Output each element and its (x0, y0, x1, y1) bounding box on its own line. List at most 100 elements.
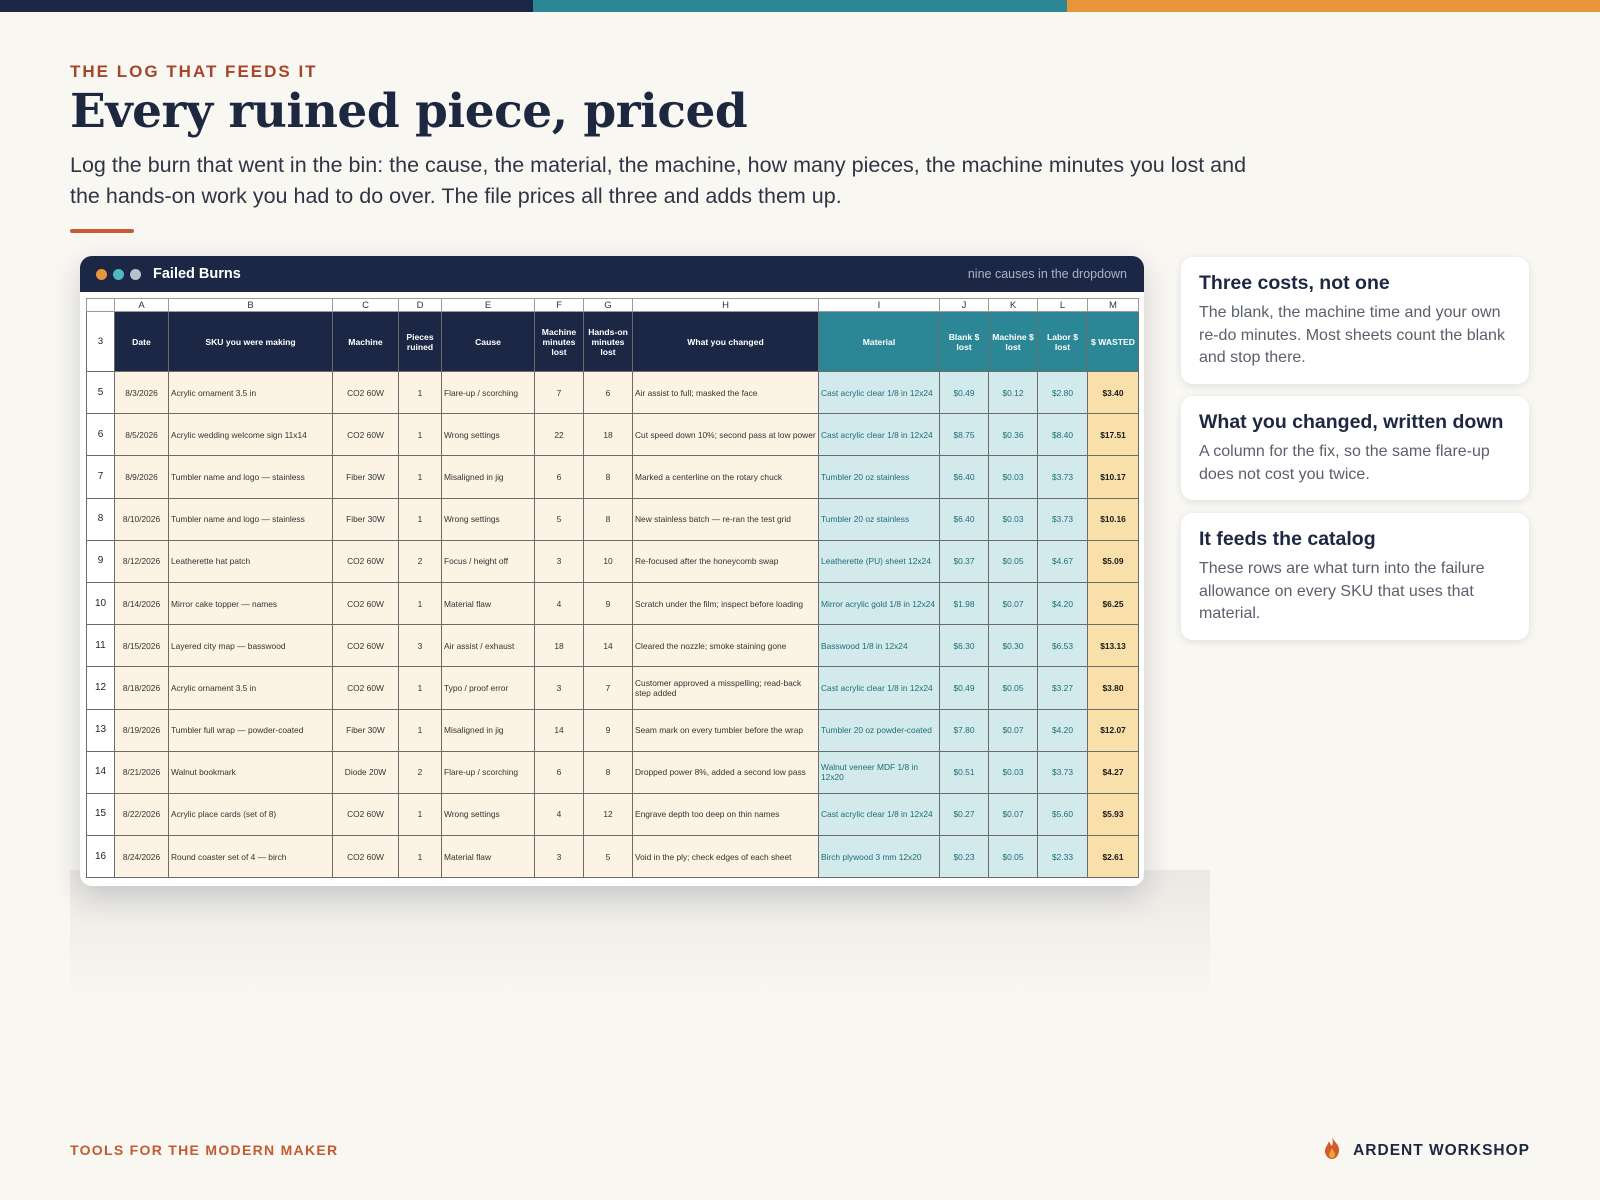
table-cell[interactable]: $3.80 (1087, 666, 1139, 710)
table-cell[interactable]: 6 (534, 750, 584, 794)
table-cell[interactable]: $3.73 (1037, 750, 1088, 794)
table-cell[interactable]: 1 (398, 455, 442, 499)
table-cell[interactable]: $2.61 (1087, 835, 1139, 879)
table-cell[interactable]: $6.40 (939, 497, 989, 541)
table-cell[interactable]: Engrave depth too deep on thin names (632, 792, 819, 837)
table-cell[interactable]: Re-focused after the honeycomb swap (632, 539, 819, 583)
table-cell[interactable]: $5.60 (1037, 792, 1088, 837)
table-cell[interactable]: $0.07 (988, 708, 1038, 752)
table-cell[interactable]: Walnut veneer MDF 1/8 in 12x20 (818, 750, 940, 794)
table-cell[interactable]: $0.03 (988, 497, 1038, 541)
table-cell[interactable]: 1 (398, 413, 442, 457)
table-cell[interactable]: Tumbler 20 oz powder-coated (818, 708, 940, 752)
table-cell[interactable]: $5.93 (1087, 792, 1139, 837)
table-cell[interactable]: 4 (534, 792, 584, 837)
table-cell[interactable]: Air assist to full; masked the face (632, 370, 819, 415)
table-cell[interactable]: Void in the ply; check edges of each she… (632, 835, 819, 879)
table-cell[interactable]: 8/9/2026 (114, 455, 169, 499)
column-letter[interactable]: E (441, 298, 535, 312)
table-cell[interactable]: 18 (534, 624, 584, 668)
table-cell[interactable]: 14 (534, 708, 584, 752)
table-cell[interactable]: $6.53 (1037, 624, 1088, 668)
column-header[interactable]: Machine $ lost (988, 311, 1038, 372)
row-number[interactable]: 13 (86, 708, 115, 752)
table-cell[interactable]: CO2 60W (332, 624, 399, 668)
column-header[interactable]: SKU you were making (168, 311, 333, 372)
table-cell[interactable]: $0.03 (988, 455, 1038, 499)
table-cell[interactable]: Marked a centerline on the rotary chuck (632, 455, 819, 499)
table-cell[interactable]: Acrylic wedding welcome sign 11x14 (168, 413, 333, 457)
table-cell[interactable]: 8/18/2026 (114, 666, 169, 710)
table-cell[interactable]: 9 (583, 708, 633, 752)
table-cell[interactable]: 8/22/2026 (114, 792, 169, 837)
table-cell[interactable]: 6 (583, 370, 633, 415)
table-row[interactable]: 14 8/21/2026 Walnut bookmark Diode 20W 2 Flar… (86, 750, 1139, 794)
table-cell[interactable]: Misaligned in jig (441, 708, 535, 752)
table-row[interactable]: 9 8/12/2026 Leatherette hat patch CO2 60W 2 F… (86, 539, 1139, 583)
table-cell[interactable]: Acrylic place cards (set of 8) (168, 792, 333, 837)
table-cell[interactable]: Diode 20W (332, 750, 399, 794)
table-cell[interactable]: Tumbler name and logo — stainless (168, 497, 333, 541)
table-cell[interactable]: $3.27 (1037, 666, 1088, 710)
table-row[interactable]: 13 8/19/2026 Tumbler full wrap — powder-co… (86, 708, 1139, 752)
table-cell[interactable]: 9 (583, 581, 633, 626)
table-cell[interactable]: CO2 60W (332, 835, 399, 879)
table-cell[interactable]: Customer approved a misspelling; read-ba… (632, 666, 819, 710)
table-cell[interactable]: 8/10/2026 (114, 497, 169, 541)
table-cell[interactable]: 1 (398, 792, 442, 837)
table-cell[interactable]: New stainless batch — re-ran the test gr… (632, 497, 819, 541)
table-cell[interactable]: $2.33 (1037, 835, 1088, 879)
column-header[interactable]: Hands-on minutes lost (583, 311, 633, 372)
column-letter[interactable]: I (818, 298, 940, 312)
table-cell[interactable]: $6.40 (939, 455, 989, 499)
row-number[interactable]: 15 (86, 792, 115, 837)
table-cell[interactable]: 1 (398, 497, 442, 541)
table-cell[interactable]: $13.13 (1087, 624, 1139, 668)
table-row[interactable]: 8 8/10/2026 Tumbler name and logo — stainl… (86, 497, 1139, 541)
window-dot-grey[interactable] (130, 268, 141, 280)
column-letter[interactable]: H (632, 298, 819, 312)
row-number[interactable]: 6 (86, 413, 115, 457)
table-cell[interactable]: Mirror cake topper — names (168, 581, 333, 626)
table-cell[interactable]: 1 (398, 835, 442, 879)
window-dot-teal[interactable] (113, 268, 124, 280)
column-letter[interactable]: A (114, 298, 169, 312)
table-cell[interactable]: 10 (583, 539, 633, 583)
table-cell[interactable]: $0.05 (988, 835, 1038, 879)
table-cell[interactable]: 7 (583, 666, 633, 710)
table-cell[interactable]: $5.09 (1087, 539, 1139, 583)
table-cell[interactable]: Walnut bookmark (168, 750, 333, 794)
table-cell[interactable]: Round coaster set of 4 — birch (168, 835, 333, 879)
table-cell[interactable]: $4.27 (1087, 750, 1139, 794)
table-cell[interactable]: Material flaw (441, 835, 535, 879)
column-header[interactable]: $ WASTED (1087, 311, 1139, 372)
table-cell[interactable]: Air assist / exhaust (441, 624, 535, 668)
table-cell[interactable]: 5 (534, 497, 584, 541)
table-cell[interactable]: 1 (398, 581, 442, 626)
column-header[interactable]: What you changed (632, 311, 819, 372)
table-cell[interactable]: Cut speed down 10%; second pass at low p… (632, 413, 819, 457)
table-row[interactable]: 7 8/9/2026 Tumbler name and logo — stainle… (86, 455, 1139, 499)
table-cell[interactable]: $0.05 (988, 539, 1038, 583)
table-cell[interactable]: Cleared the nozzle; smoke staining gone (632, 624, 819, 668)
row-number[interactable]: 7 (86, 455, 115, 499)
column-letter[interactable]: C (332, 298, 399, 312)
table-cell[interactable]: Mirror acrylic gold 1/8 in 12x24 (818, 581, 940, 626)
table-cell[interactable]: 1 (398, 708, 442, 752)
table-cell[interactable]: Scratch under the film; inspect before l… (632, 581, 819, 626)
table-cell[interactable]: CO2 60W (332, 581, 399, 626)
table-cell[interactable]: 3 (534, 539, 584, 583)
table-cell[interactable]: Acrylic ornament 3.5 in (168, 666, 333, 710)
table-cell[interactable]: Flare-up / scorching (441, 370, 535, 415)
column-letter[interactable]: M (1087, 298, 1139, 312)
table-cell[interactable]: $0.07 (988, 792, 1038, 837)
table-cell[interactable]: 5 (583, 835, 633, 879)
table-row[interactable]: 15 8/22/2026 Acrylic place cards (set of 8… (86, 792, 1139, 837)
column-letter[interactable]: J (939, 298, 989, 312)
table-cell[interactable]: 1 (398, 370, 442, 415)
column-header[interactable]: Material (818, 311, 940, 372)
table-cell[interactable]: Basswood 1/8 in 12x24 (818, 624, 940, 668)
row-number[interactable]: 11 (86, 624, 115, 668)
table-cell[interactable]: $0.27 (939, 792, 989, 837)
table-cell[interactable]: $0.07 (988, 581, 1038, 626)
